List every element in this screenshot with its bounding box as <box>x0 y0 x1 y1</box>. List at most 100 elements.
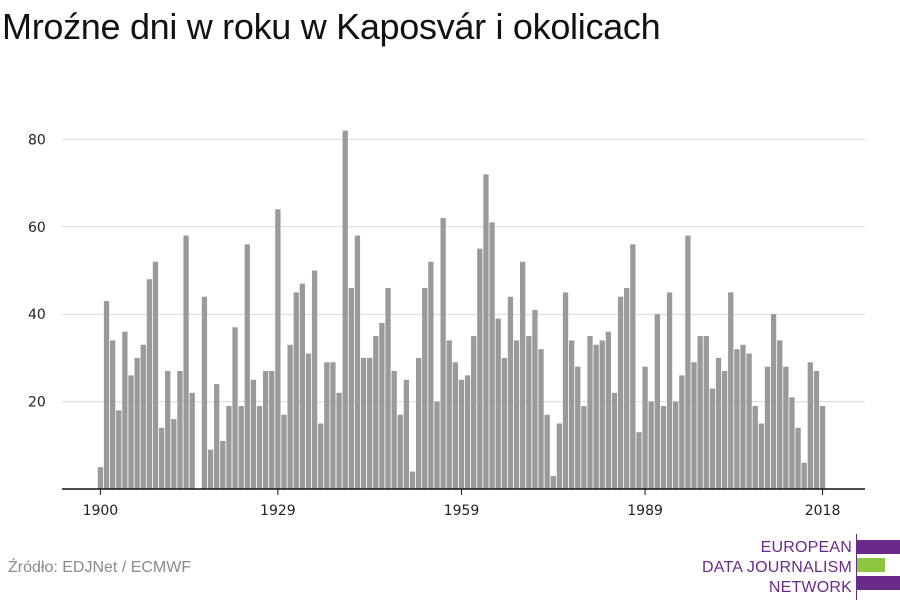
bar-2001 <box>715 357 722 489</box>
bar-1984 <box>611 392 618 489</box>
bar-1927 <box>262 371 269 489</box>
bar-2015 <box>801 462 807 489</box>
bar-1983 <box>605 331 612 489</box>
bar-2017 <box>813 371 820 489</box>
bar-1988 <box>636 432 642 489</box>
x-tick-label-1989: 1989 <box>627 503 663 519</box>
logo-line-2: DATA JOURNALISM <box>702 559 852 576</box>
logo-bar-green <box>857 558 885 572</box>
bar-1979 <box>581 405 587 489</box>
bar-1946 <box>379 322 385 489</box>
source-text: Źródło: EDJNet / ECMWF <box>8 559 192 576</box>
bar-2005 <box>740 344 746 489</box>
bar-1953 <box>422 287 428 489</box>
bar-1922 <box>232 327 238 489</box>
bar-1908 <box>146 279 153 489</box>
bar-1945 <box>373 336 379 489</box>
x-tick-label-1959: 1959 <box>444 503 480 519</box>
bar-1932 <box>293 292 299 489</box>
bar-1910 <box>158 427 165 489</box>
bar-1959 <box>458 379 465 489</box>
bar-2003 <box>728 292 734 489</box>
tick-labels: 20 40 60 80 1900 1929 1959 1989 2018 <box>28 132 840 519</box>
bar-1976 <box>562 292 569 489</box>
bar-1947 <box>385 287 391 489</box>
bar-2014 <box>795 427 801 489</box>
bar-1900 <box>97 467 104 489</box>
bar-1930 <box>281 414 287 489</box>
bar-1907 <box>140 344 146 489</box>
bar-1905 <box>128 375 134 489</box>
bar-1914 <box>183 235 189 489</box>
bar-1911 <box>165 371 171 489</box>
bar-1975 <box>556 423 563 489</box>
bar-1943 <box>360 357 367 489</box>
bar-2008 <box>758 423 765 489</box>
bar-2007 <box>752 405 758 489</box>
bars <box>97 130 826 490</box>
bar-1981 <box>593 344 599 489</box>
bar-1992 <box>660 405 667 489</box>
bar-1986 <box>624 287 630 489</box>
bar-1971 <box>532 309 538 489</box>
axes <box>62 488 865 495</box>
bar-1924 <box>244 244 250 489</box>
bar-1973 <box>544 414 550 489</box>
bar-1933 <box>299 283 306 489</box>
bar-1937 <box>324 362 330 489</box>
bar-1978 <box>575 366 581 489</box>
bar-1928 <box>269 371 275 489</box>
bar-2004 <box>734 349 740 489</box>
bar-1923 <box>238 405 244 489</box>
bar-1941 <box>348 287 354 489</box>
bar-1915 <box>189 392 195 489</box>
bar-1974 <box>550 475 556 489</box>
bar-1969 <box>520 261 526 489</box>
bar-1901 <box>103 301 110 489</box>
x-tick-label-1929: 1929 <box>260 503 296 519</box>
bar-1920 <box>220 440 226 489</box>
bar-2009 <box>764 366 771 489</box>
bar-1963 <box>483 174 489 490</box>
bar-1926 <box>256 405 263 489</box>
bar-1966 <box>501 357 507 489</box>
logo-bar-purple-bottom <box>857 576 900 590</box>
logo-divider <box>856 534 857 600</box>
bar-1964 <box>489 222 495 489</box>
bar-1998 <box>697 336 703 489</box>
bar-1906 <box>134 357 140 489</box>
x-tick-label-2018: 2018 <box>805 503 841 519</box>
bar-1968 <box>513 340 520 489</box>
bar-1918 <box>207 449 214 489</box>
bar-1994 <box>673 401 679 489</box>
bar-1925 <box>250 379 257 489</box>
bar-1977 <box>568 340 575 489</box>
bar-2006 <box>746 353 752 489</box>
bar-1909 <box>152 261 159 489</box>
y-tick-label-80: 80 <box>28 132 46 148</box>
bar-1970 <box>526 336 532 489</box>
bar-1913 <box>177 371 183 489</box>
bar-1989 <box>642 366 648 489</box>
bar-1904 <box>122 331 128 489</box>
bar-1982 <box>599 340 605 489</box>
bar-1919 <box>214 384 220 489</box>
logo-bar-purple-top <box>857 540 900 554</box>
bar-1997 <box>691 362 697 489</box>
bar-1917 <box>201 296 208 489</box>
bar-1935 <box>311 270 318 489</box>
bar-1996 <box>685 235 691 489</box>
logo-line-3: NETWORK <box>768 579 852 596</box>
bar-1921 <box>226 405 232 489</box>
bar-1972 <box>538 349 544 489</box>
bar-2018 <box>819 405 826 489</box>
y-tick-label-40: 40 <box>28 307 46 323</box>
bar-1980 <box>587 336 593 489</box>
bar-1967 <box>507 296 514 489</box>
bar-1952 <box>415 357 422 489</box>
bar-1962 <box>477 248 483 489</box>
bar-1958 <box>452 362 459 489</box>
x-tick-label-1900: 1900 <box>83 503 119 519</box>
y-tick-label-60: 60 <box>28 220 46 236</box>
